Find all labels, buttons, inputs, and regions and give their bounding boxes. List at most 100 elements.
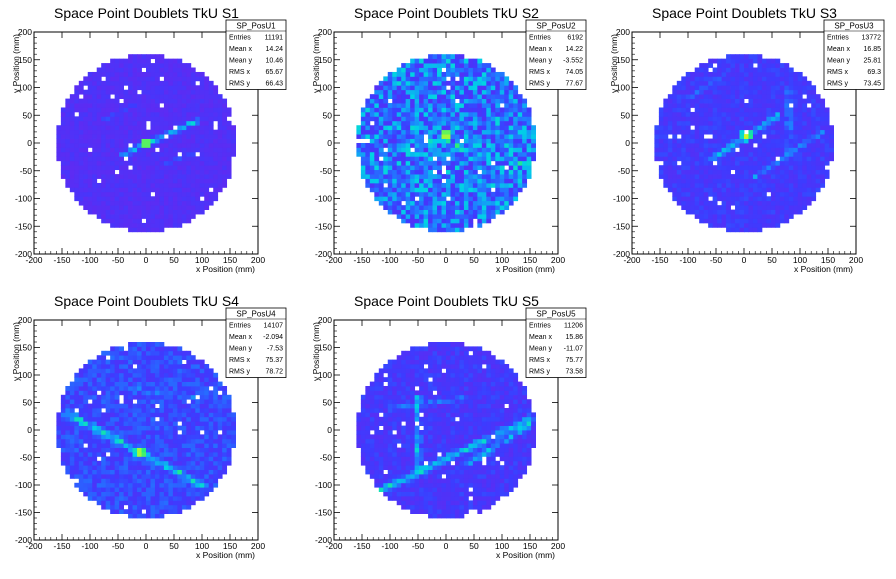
heatmap-cell [150,399,155,404]
x-tick-label: -150 [53,255,70,265]
heatmap-cell [115,152,120,157]
heatmap-cell [173,214,178,219]
heatmap-cell [83,412,88,417]
heatmap-cell [164,139,169,144]
heatmap-cell [477,116,482,121]
heatmap-cell [379,107,384,112]
heatmap-cell [433,161,438,166]
heatmap-cell [137,183,142,188]
heatmap-cell [83,461,88,466]
heatmap-cell [740,196,745,201]
heatmap-cell [92,465,97,470]
heatmap-cell [406,201,411,206]
heatmap-cell [455,143,460,148]
heatmap-cell [150,346,155,351]
heatmap-cell [124,355,129,360]
heatmap-cell [495,210,500,215]
heatmap-cell [379,196,384,201]
heatmap-cell [164,404,169,409]
heatmap-cell [748,76,753,81]
heatmap-cell [92,470,97,475]
heatmap-cell [713,174,718,179]
heatmap-cell [686,139,691,144]
heatmap-cell [446,68,451,73]
heatmap-cell [142,152,147,157]
heatmap-cell [811,116,816,121]
heatmap-cell [798,130,803,135]
heatmap-cell [406,107,411,112]
heatmap-cell [128,474,133,479]
heatmap-cell [415,183,420,188]
heatmap-cell [168,201,173,206]
heatmap-cell [397,201,402,206]
heatmap-cell [195,121,200,126]
heatmap-cell [419,174,424,179]
heatmap-cell [401,63,406,68]
heatmap-cell [61,395,66,400]
heatmap-cell [762,183,767,188]
heatmap-cell [419,205,424,210]
heatmap-cell [74,448,79,453]
heatmap-cell [177,90,182,95]
heatmap-cell [722,218,727,223]
heatmap-cell [168,205,173,210]
heatmap-cell [397,130,402,135]
heatmap-cell [159,116,164,121]
heatmap-cell [168,386,173,391]
heatmap-cell [802,99,807,104]
heatmap-cell [428,183,433,188]
heatmap-cell [101,448,106,453]
heatmap-cell [654,130,659,135]
heatmap-cell [182,161,187,166]
heatmap-cell [200,94,205,99]
heatmap-cell [459,63,464,68]
heatmap-cell [106,386,111,391]
x-tick-label: 50 [767,255,777,265]
heatmap-cell [744,210,749,215]
heatmap-cell [142,121,147,126]
heatmap-cell [762,99,767,104]
heatmap-cell [442,201,447,206]
heatmap-cell [164,156,169,161]
y-tick-label: 0 [27,138,32,148]
heatmap-cell [173,412,178,417]
heatmap-cell [397,210,402,215]
heatmap-cell [473,201,478,206]
heatmap-cell [740,116,745,121]
heatmap-cell [370,161,375,166]
heatmap-cell [486,68,491,73]
heatmap-cell [802,179,807,184]
heatmap-cell [704,156,709,161]
heatmap-cell [213,170,218,175]
heatmap-cell [137,360,142,365]
heatmap-cell [155,461,160,466]
heatmap-cell [133,382,138,387]
heatmap-cell [690,179,695,184]
heatmap-cell [829,125,834,130]
heatmap-cell [690,116,695,121]
heatmap-cell [159,54,164,59]
heatmap-cell [482,72,487,77]
heatmap-cell [119,382,124,387]
heatmap-cell [164,500,169,505]
heatmap-cell [464,125,469,130]
heatmap-cell [164,201,169,206]
heatmap-cell [726,59,731,64]
heatmap-cell [757,218,762,223]
heatmap-cell [726,121,731,126]
heatmap-cell [374,90,379,95]
heatmap-cell [713,170,718,175]
heatmap-cell [500,201,505,206]
heatmap-cell [195,112,200,117]
heatmap-cell [365,99,370,104]
heatmap-cell [419,63,424,68]
heatmap-cell [88,183,93,188]
heatmap-cell [128,156,133,161]
heatmap-cell [744,187,749,192]
heatmap-cell [459,192,464,197]
heatmap-cell [115,103,120,108]
heatmap-cell [70,183,75,188]
heatmap-cell [811,139,816,144]
heatmap-cell [459,165,464,170]
heatmap-cell [119,125,124,130]
